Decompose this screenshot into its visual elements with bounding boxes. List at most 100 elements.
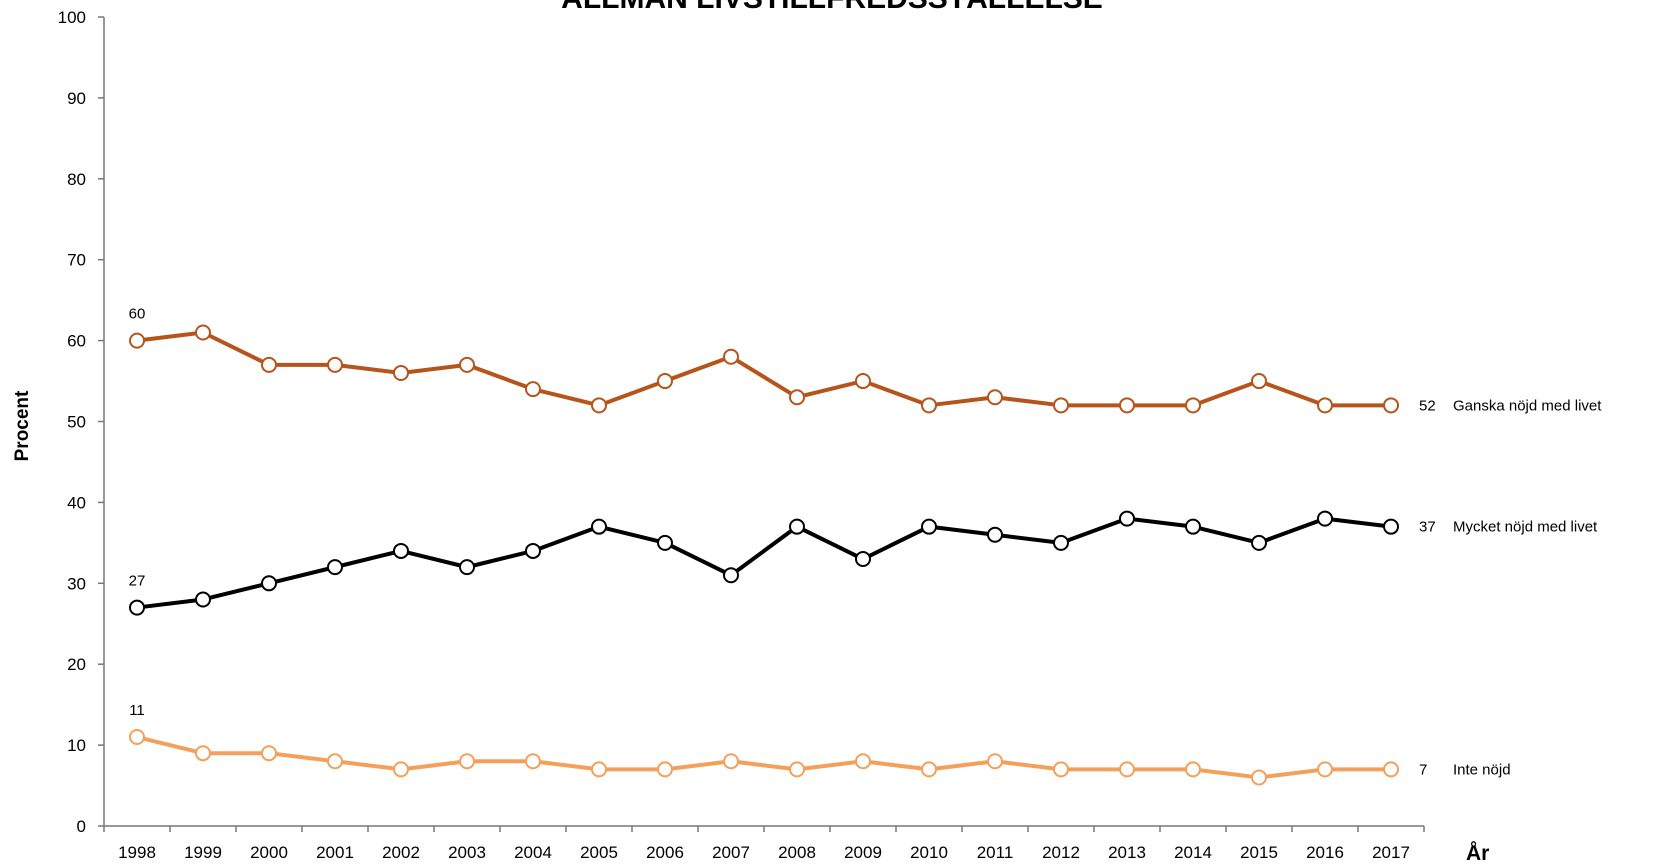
data-point	[789, 518, 805, 535]
y-tick-label: 90	[67, 89, 86, 108]
x-tick-label: 2008	[778, 843, 816, 862]
x-tick-label: 2012	[1042, 843, 1080, 862]
data-point	[1317, 397, 1333, 414]
x-tick-label: 1999	[184, 843, 222, 862]
data-point	[1251, 534, 1267, 551]
data-point	[459, 753, 475, 770]
x-tick-label: 2017	[1372, 843, 1410, 862]
x-tick-label: 2010	[910, 843, 948, 862]
data-point	[657, 761, 673, 778]
data-point	[1119, 761, 1135, 778]
data-point	[129, 729, 145, 746]
data-point	[855, 551, 871, 568]
data-point	[525, 542, 541, 559]
y-tick-label: 20	[67, 655, 86, 674]
data-point	[1383, 518, 1399, 535]
data-point	[921, 761, 937, 778]
x-tick-label: 2013	[1108, 843, 1146, 862]
data-point	[1251, 373, 1267, 390]
series-line	[136, 516, 1392, 610]
data-point	[987, 753, 1003, 770]
series-label: Inte nöjd	[1453, 761, 1511, 778]
x-tick-label: 2002	[382, 843, 420, 862]
x-axis-title: År	[1466, 841, 1489, 865]
data-point	[789, 761, 805, 778]
y-tick-label: 50	[67, 413, 86, 432]
data-point	[855, 373, 871, 390]
y-tick-label: 40	[67, 493, 86, 512]
data-point	[1053, 761, 1069, 778]
data-point	[1317, 761, 1333, 778]
data-point	[1119, 397, 1135, 414]
data-label: 52	[1419, 397, 1436, 414]
data-point	[1119, 510, 1135, 527]
data-point	[1383, 761, 1399, 778]
data-point	[1053, 397, 1069, 414]
data-point	[723, 567, 739, 584]
data-label: 7	[1419, 761, 1427, 778]
x-tick-label: 2006	[646, 843, 684, 862]
data-point	[1185, 761, 1201, 778]
data-point	[789, 389, 805, 406]
data-point	[591, 397, 607, 414]
data-point	[987, 526, 1003, 543]
data-point	[129, 599, 145, 616]
y-tick-label: 80	[67, 170, 86, 189]
y-tick-label: 70	[67, 251, 86, 270]
data-point	[921, 397, 937, 414]
series-line	[136, 735, 1391, 780]
y-tick-label: 100	[58, 8, 86, 27]
data-point	[525, 381, 541, 398]
data-point	[1251, 769, 1267, 786]
data-label: 37	[1419, 519, 1436, 536]
data-point	[261, 356, 277, 373]
x-tick-label: 2007	[712, 843, 750, 862]
x-tick-label: 2005	[580, 843, 618, 862]
data-point	[393, 761, 409, 778]
data-point	[393, 542, 409, 559]
data-point	[1317, 510, 1333, 527]
series-line	[136, 330, 1391, 408]
data-point	[1185, 397, 1201, 414]
data-point	[1053, 534, 1069, 551]
y-tick-label: 30	[67, 574, 86, 593]
data-point	[1383, 397, 1399, 414]
x-tick-label: 2014	[1174, 843, 1212, 862]
series-label: Ganska nöjd med livet	[1453, 397, 1602, 414]
x-tick-label: 2001	[316, 843, 354, 862]
data-point	[921, 518, 937, 535]
data-point	[1185, 518, 1201, 535]
data-point	[723, 753, 739, 770]
x-tick-label: 2015	[1240, 843, 1278, 862]
y-tick-label: 60	[67, 332, 86, 351]
data-point	[591, 518, 607, 535]
data-point	[195, 324, 211, 341]
data-label: 11	[129, 702, 145, 719]
x-tick-label: 2009	[844, 843, 882, 862]
data-point	[657, 534, 673, 551]
data-label: 60	[129, 306, 146, 323]
data-point	[327, 356, 343, 373]
data-point	[327, 559, 343, 576]
x-tick-label: 2016	[1306, 843, 1344, 862]
y-tick-label: 10	[67, 736, 86, 755]
data-label: 27	[129, 573, 146, 590]
data-point	[591, 761, 607, 778]
x-tick-label: 1998	[118, 843, 156, 862]
data-point	[723, 348, 739, 365]
data-point	[459, 356, 475, 373]
chart-title: ALLMÄN LIVSTILLFREDSSTÄLLELSE	[561, 0, 1103, 15]
data-point	[195, 745, 211, 762]
data-point	[855, 753, 871, 770]
data-point	[129, 332, 145, 349]
x-tick-label: 2000	[250, 843, 288, 862]
data-point	[261, 575, 277, 592]
data-point	[195, 591, 211, 608]
y-axis-title: Procent	[12, 390, 33, 461]
data-point	[987, 389, 1003, 406]
data-point	[261, 745, 277, 762]
x-tick-label: 2003	[448, 843, 486, 862]
data-point	[657, 373, 673, 390]
series-label: Mycket nöjd med livet	[1453, 519, 1598, 536]
